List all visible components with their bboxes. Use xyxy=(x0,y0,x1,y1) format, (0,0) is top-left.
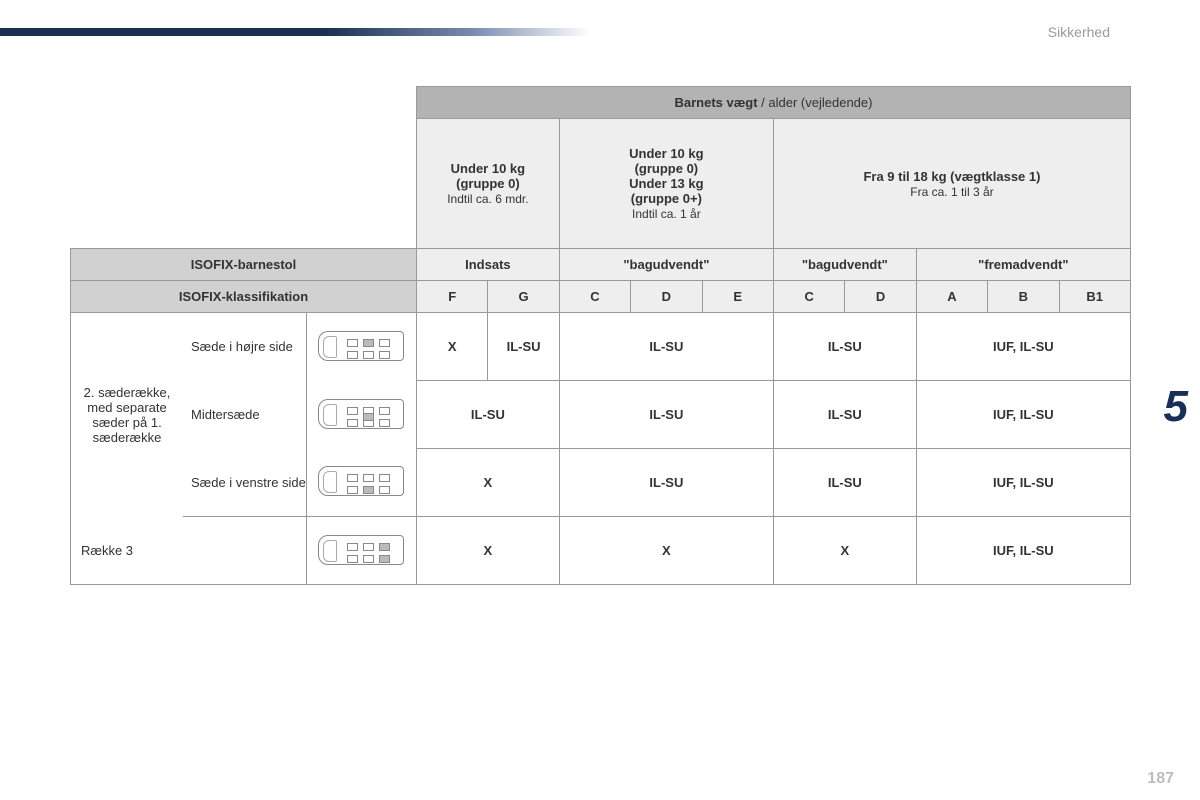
val: IL-SU xyxy=(488,313,559,381)
row-klass-label: ISOFIX-klassifikation xyxy=(71,281,417,313)
weight-col-2: Fra 9 til 18 kg (vægtklasse 1) Fra ca. 1… xyxy=(773,119,1130,249)
klass-cell: D xyxy=(845,281,916,313)
val: X xyxy=(773,517,916,585)
val: IL-SU xyxy=(773,449,916,517)
val: IL-SU xyxy=(773,313,916,381)
klass-cell: B1 xyxy=(1059,281,1130,313)
row-barnestol-label: ISOFIX-barnestol xyxy=(71,249,417,281)
val: IUF, IL-SU xyxy=(916,517,1130,585)
val: X xyxy=(417,449,560,517)
barnestol-cell: Indsats xyxy=(417,249,560,281)
val: IUF, IL-SU xyxy=(916,449,1130,517)
klass-cell: B xyxy=(988,281,1059,313)
klass-cell: D xyxy=(631,281,702,313)
klass-cell: F xyxy=(417,281,488,313)
seat-row-0: 2. sæderække, med separate sæder på 1. s… xyxy=(71,313,417,381)
klass-cell: A xyxy=(916,281,987,313)
val: IL-SU xyxy=(559,449,773,517)
weight-col-0: Under 10 kg (gruppe 0) Indtil ca. 6 mdr. xyxy=(417,119,560,249)
val: IL-SU xyxy=(773,381,916,449)
header-stripe xyxy=(0,28,590,36)
val: IL-SU xyxy=(417,381,560,449)
blank-cell xyxy=(71,87,417,119)
barnestol-cell: "bagudvendt" xyxy=(559,249,773,281)
weight-header: Barnets vægt / alder (vejledende) xyxy=(417,87,1131,119)
klass-cell: G xyxy=(488,281,559,313)
barnestol-cell: "fremadvendt" xyxy=(916,249,1130,281)
weight-col-1: Under 10 kg (gruppe 0) Under 13 kg (grup… xyxy=(559,119,773,249)
barnestol-cell: "bagudvendt" xyxy=(773,249,916,281)
val: IL-SU xyxy=(559,381,773,449)
klass-cell: E xyxy=(702,281,773,313)
val: X xyxy=(559,517,773,585)
isofix-table: Barnets vægt / alder (vejledende) Under … xyxy=(70,86,1130,585)
chapter-number: 5 xyxy=(1164,382,1188,432)
val: X xyxy=(417,313,488,381)
val: IUF, IL-SU xyxy=(916,381,1130,449)
val: X xyxy=(417,517,560,585)
klass-cell: C xyxy=(559,281,630,313)
val: IUF, IL-SU xyxy=(916,313,1130,381)
val: IL-SU xyxy=(559,313,773,381)
page-number: 187 xyxy=(1147,770,1174,788)
seat-row-3: Række 3 xyxy=(71,517,417,585)
section-label: Sikkerhed xyxy=(1048,24,1110,40)
klass-cell: C xyxy=(773,281,844,313)
blank-cell xyxy=(71,119,417,249)
